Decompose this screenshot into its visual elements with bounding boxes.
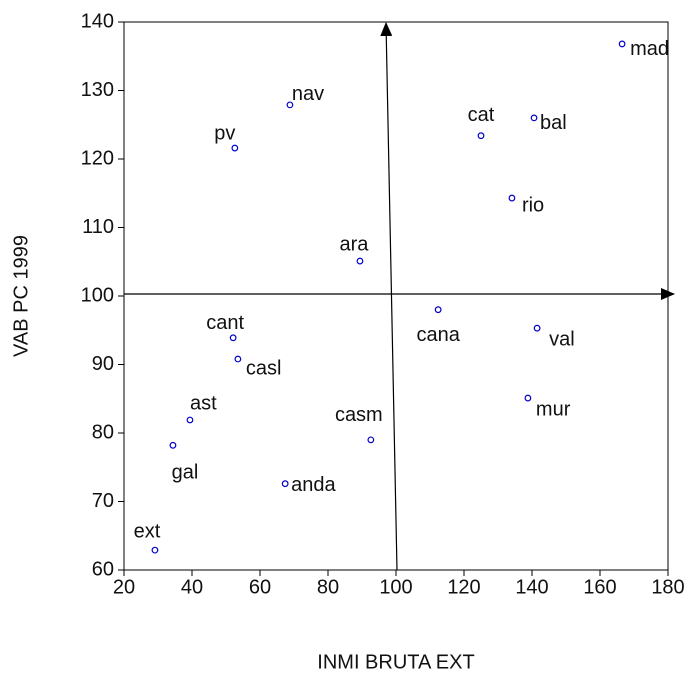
point-label: cat	[468, 104, 495, 126]
plot-frame	[123, 21, 669, 571]
point-label: gal	[172, 462, 199, 484]
point-label: nav	[292, 83, 324, 105]
point	[286, 101, 294, 109]
point	[169, 441, 177, 449]
y-tick-label: 110	[82, 216, 114, 238]
point	[356, 257, 364, 265]
x-tick-label: 40	[181, 576, 203, 598]
point-label: rio	[522, 194, 544, 216]
y-tick-label: 80	[92, 421, 114, 443]
y-tick-label: 70	[92, 490, 114, 512]
point-label: mad	[630, 38, 669, 60]
point	[530, 114, 538, 122]
point	[477, 132, 485, 140]
y-tick-label: 60	[92, 558, 114, 580]
y-tick-label: 140	[81, 10, 114, 32]
x-tick-label: 20	[113, 576, 135, 598]
x-tick-label: 60	[249, 576, 271, 598]
quadrant-arrow-vertical	[380, 22, 398, 571]
x-tick-label: 100	[379, 576, 412, 598]
y-tick-label: 120	[81, 147, 114, 169]
point	[229, 334, 237, 342]
x-tick-label: 140	[515, 576, 548, 598]
point-label: cant	[206, 312, 244, 334]
point	[186, 416, 194, 424]
x-axis-label: INMI BRUTA EXT	[317, 651, 474, 673]
point-label: mur	[536, 398, 571, 420]
point-label: cana	[416, 324, 460, 346]
point-label: ast	[190, 392, 217, 414]
point	[367, 436, 375, 444]
point	[281, 480, 289, 488]
x-tick-label: 80	[317, 576, 339, 598]
point	[508, 194, 516, 202]
y-tick-label: 130	[81, 79, 114, 101]
point	[533, 324, 541, 332]
point-label: pv	[214, 122, 235, 144]
point	[618, 40, 626, 48]
point-label: ara	[340, 233, 370, 255]
x-tick-label: 180	[651, 576, 684, 598]
point	[524, 394, 532, 402]
point	[151, 546, 159, 554]
y-tick-label: 90	[92, 353, 114, 375]
point-label: val	[549, 328, 575, 350]
point-label: casm	[335, 404, 383, 426]
point-label: bal	[540, 112, 567, 134]
y-tick-label: 100	[81, 284, 114, 306]
y-axis-label: VAB PC 1999	[10, 235, 32, 357]
point	[434, 306, 442, 314]
point	[231, 144, 239, 152]
point-label: casl	[246, 357, 282, 379]
x-tick-label: 160	[583, 576, 616, 598]
point	[234, 355, 242, 363]
point-label: ext	[134, 520, 161, 542]
point-label: anda	[291, 474, 336, 496]
x-tick-label: 120	[447, 576, 480, 598]
